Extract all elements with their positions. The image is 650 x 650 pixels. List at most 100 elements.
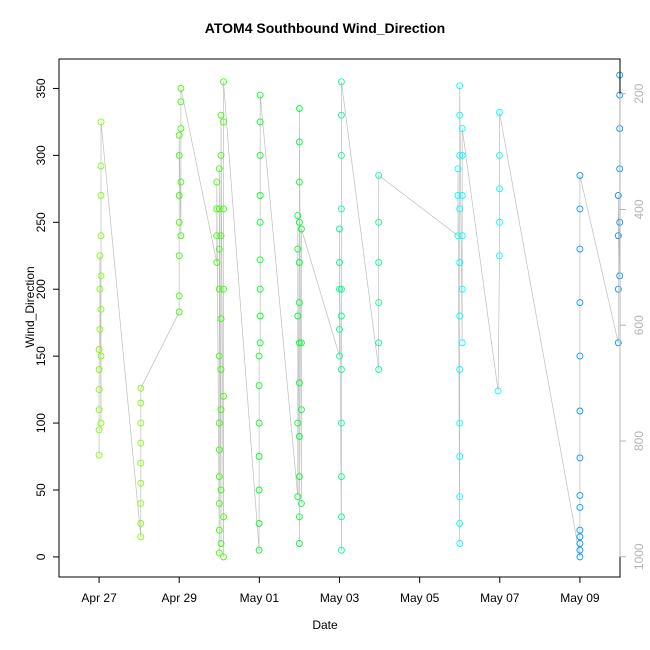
data-point [295, 433, 303, 440]
data-point [97, 419, 105, 427]
data-point [456, 151, 464, 159]
data-point [137, 520, 145, 527]
data-point [337, 111, 345, 119]
data-point [295, 473, 303, 481]
data-point [576, 546, 584, 554]
trace-line [98, 75, 621, 557]
data-point [255, 546, 263, 554]
data-point [337, 513, 345, 521]
data-point [217, 486, 225, 494]
data-point [256, 312, 264, 320]
data-point [336, 325, 343, 333]
data-point [137, 533, 145, 541]
data-point [95, 386, 103, 394]
data-point [456, 453, 464, 460]
data-point [97, 272, 105, 280]
data-point [295, 339, 303, 347]
data-point [256, 256, 264, 264]
data-point [220, 205, 227, 213]
data-point [175, 192, 183, 199]
data-point [454, 165, 462, 173]
data-point [576, 491, 584, 499]
data-point [96, 252, 104, 260]
data-point [215, 205, 223, 213]
data-point [217, 366, 225, 373]
data-point [295, 105, 303, 112]
data-point [336, 259, 343, 266]
data-point [213, 232, 221, 240]
data-point [215, 165, 223, 173]
data-point [256, 218, 264, 226]
data-point [215, 473, 223, 481]
data-point [456, 111, 464, 119]
data-point [220, 392, 227, 400]
data-point [213, 178, 221, 186]
data-point [576, 526, 584, 534]
data-point [576, 171, 584, 179]
x-tick-label: May 07 [480, 591, 520, 605]
data-point [456, 540, 464, 547]
data-point [97, 192, 105, 199]
data-point [256, 151, 264, 159]
data-point [217, 406, 225, 414]
data-point [295, 178, 303, 186]
y2-tick-label: 400 [632, 199, 646, 219]
data-point [175, 252, 183, 260]
data-point [294, 245, 302, 253]
data-point [215, 352, 223, 360]
data-point [137, 419, 145, 427]
x-tick-label: Apr 27 [81, 591, 117, 605]
data-point [337, 546, 345, 554]
data-point [294, 419, 302, 427]
data-point [494, 387, 502, 395]
data-point [337, 419, 345, 427]
data-point [614, 232, 622, 240]
x-tick-label: May 05 [400, 591, 440, 605]
data-point [96, 285, 104, 293]
data-point [458, 285, 466, 293]
data-point [576, 454, 584, 462]
data-point [137, 384, 145, 392]
y-tick-label: 350 [34, 78, 48, 98]
data-point [175, 131, 183, 139]
data-point [137, 479, 145, 487]
data-point [217, 540, 225, 547]
data-point [336, 352, 343, 360]
y2-tick-label: 600 [632, 315, 646, 335]
data-point [614, 192, 622, 199]
data-point [295, 379, 303, 387]
data-point [576, 299, 584, 307]
data-point [97, 118, 105, 126]
data-point [215, 285, 223, 293]
data-point [294, 312, 302, 320]
data-point [456, 419, 464, 427]
data-point [337, 366, 345, 373]
x-tick-label: May 03 [320, 591, 360, 605]
data-point [256, 339, 264, 347]
data-point [256, 285, 264, 293]
data-point [496, 185, 503, 193]
data-point [375, 171, 383, 179]
data-point [97, 162, 105, 170]
data-point [576, 540, 584, 547]
data-point [95, 426, 103, 434]
data-point [576, 533, 584, 541]
data-point [456, 82, 464, 90]
data-point [177, 178, 185, 186]
data-point [215, 526, 223, 534]
data-point [256, 192, 264, 199]
data-point [255, 453, 263, 460]
data-point [458, 192, 466, 199]
x-tick-label: Apr 29 [162, 591, 198, 605]
y2-tick-label: 200 [632, 83, 646, 103]
data-point [576, 553, 584, 561]
data-point [375, 339, 383, 347]
data-point [454, 192, 462, 199]
x-tick-label: May 01 [240, 591, 280, 605]
data-point [95, 346, 103, 353]
data-point [337, 151, 345, 159]
data-point [576, 245, 584, 253]
data-point [336, 225, 343, 233]
data-point [97, 352, 105, 360]
